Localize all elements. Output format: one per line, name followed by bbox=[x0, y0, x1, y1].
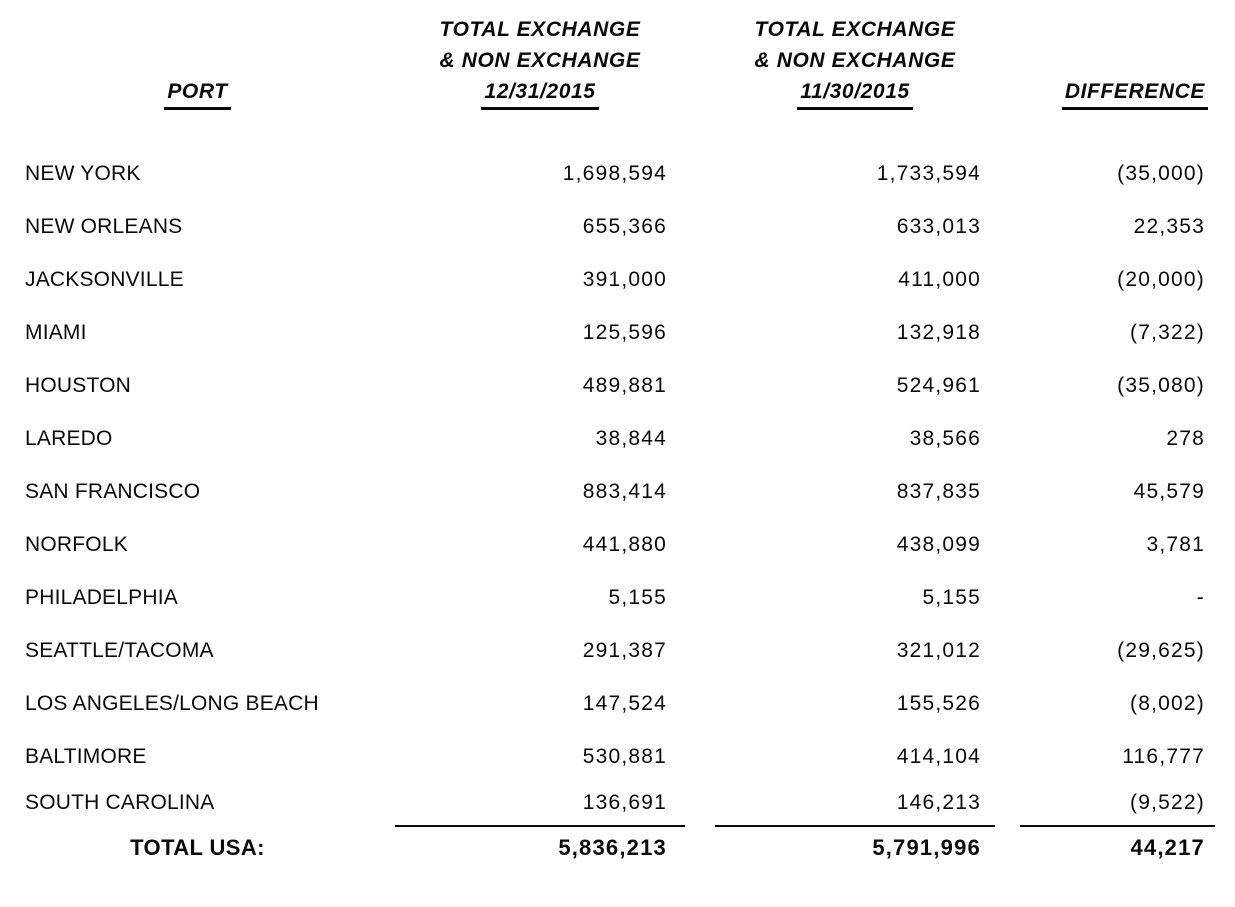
port-column-header: PORT bbox=[0, 14, 395, 110]
table-row: LOS ANGELES/LONG BEACH 147,524 155,526 (… bbox=[0, 677, 1235, 730]
port-name: SOUTH CAROLINA bbox=[25, 791, 215, 814]
total-row: TOTAL USA: 5,836,213 5,791,996 44,217 bbox=[0, 827, 1235, 869]
total-dec-value: 5,836,213 bbox=[558, 835, 667, 860]
dec-value: 38,844 bbox=[595, 427, 667, 450]
dec-header-line1: TOTAL EXCHANGE bbox=[439, 18, 641, 41]
difference-value: (8,002) bbox=[1130, 692, 1205, 715]
table-row: JACKSONVILLE 391,000 411,000 (20,000) bbox=[0, 253, 1235, 306]
nov-header-line1: TOTAL EXCHANGE bbox=[754, 18, 956, 41]
port-name: SAN FRANCISCO bbox=[25, 480, 201, 503]
port-name: SEATTLE/TACOMA bbox=[25, 639, 214, 662]
port-name: LOS ANGELES/LONG BEACH bbox=[25, 692, 319, 715]
dec-value: 441,880 bbox=[582, 533, 667, 556]
port-name: PHILADELPHIA bbox=[25, 586, 178, 609]
difference-value: 116,777 bbox=[1122, 745, 1205, 768]
dec-value: 5,155 bbox=[608, 586, 667, 609]
difference-value: 45,579 bbox=[1133, 480, 1205, 503]
table-row: NEW ORLEANS 655,366 633,013 22,353 bbox=[0, 200, 1235, 253]
difference-value: (9,522) bbox=[1020, 783, 1215, 827]
nov-value: 132,918 bbox=[896, 321, 981, 344]
port-header-label: PORT bbox=[164, 79, 231, 110]
nov-value: 155,526 bbox=[896, 692, 981, 715]
nov-value: 5,155 bbox=[922, 586, 981, 609]
dec-value: 291,387 bbox=[582, 639, 667, 662]
nov-value: 1,733,594 bbox=[876, 162, 981, 185]
port-name: NORFOLK bbox=[25, 533, 128, 556]
dec-value: 147,524 bbox=[582, 692, 667, 715]
dec-value: 125,596 bbox=[582, 321, 667, 344]
difference-value: (7,322) bbox=[1130, 321, 1205, 344]
table-row: SEATTLE/TACOMA 291,387 321,012 (29,625) bbox=[0, 624, 1235, 677]
table-row: BALTIMORE 530,881 414,104 116,777 bbox=[0, 730, 1235, 783]
table-row: NORFOLK 441,880 438,099 3,781 bbox=[0, 518, 1235, 571]
dec-value: 489,881 bbox=[582, 374, 667, 397]
difference-value: (29,625) bbox=[1117, 639, 1205, 662]
header-spacer bbox=[995, 14, 1020, 110]
nov-value: 321,012 bbox=[896, 639, 981, 662]
header-spacer bbox=[685, 14, 715, 110]
nov-value: 438,099 bbox=[896, 533, 981, 556]
dec-value: 655,366 bbox=[582, 215, 667, 238]
nov-value: 633,013 bbox=[896, 215, 981, 238]
nov-value: 414,104 bbox=[896, 745, 981, 768]
difference-column-header: DIFFERENCE bbox=[1020, 14, 1215, 110]
difference-value: 22,353 bbox=[1133, 215, 1205, 238]
difference-value: - bbox=[1196, 586, 1205, 609]
table-row-last: SOUTH CAROLINA 136,691 146,213 (9,522) bbox=[0, 783, 1235, 827]
difference-value: (20,000) bbox=[1117, 268, 1205, 291]
nov-value: 524,961 bbox=[896, 374, 981, 397]
port-name: NEW ORLEANS bbox=[25, 215, 183, 238]
total-label: TOTAL USA: bbox=[130, 835, 265, 860]
total-nov-value: 5,791,996 bbox=[872, 835, 981, 860]
port-name: BALTIMORE bbox=[25, 745, 147, 768]
total-difference-value: 44,217 bbox=[1130, 835, 1205, 860]
nov-value: 411,000 bbox=[898, 268, 981, 291]
dec-value: 136,691 bbox=[395, 783, 685, 827]
dec-value: 883,414 bbox=[582, 480, 667, 503]
table-body: NEW YORK 1,698,594 1,733,594 (35,000) NE… bbox=[0, 147, 1235, 827]
difference-header-label: DIFFERENCE bbox=[1061, 79, 1208, 110]
port-name: MIAMI bbox=[25, 321, 87, 344]
table-row: NEW YORK 1,698,594 1,733,594 (35,000) bbox=[0, 147, 1235, 200]
table-row: LAREDO 38,844 38,566 278 bbox=[0, 412, 1235, 465]
difference-value: (35,000) bbox=[1117, 162, 1205, 185]
dec-header-line2: & NON EXCHANGE bbox=[439, 49, 641, 72]
nov-column-header: TOTAL EXCHANGE & NON EXCHANGE 11/30/2015 bbox=[715, 14, 995, 110]
table-header-row: PORT TOTAL EXCHANGE & NON EXCHANGE 12/31… bbox=[0, 0, 1235, 110]
port-name: JACKSONVILLE bbox=[25, 268, 184, 291]
difference-value: (35,080) bbox=[1117, 374, 1205, 397]
dec-value: 1,698,594 bbox=[562, 162, 667, 185]
table-row: SAN FRANCISCO 883,414 837,835 45,579 bbox=[0, 465, 1235, 518]
dec-value: 530,881 bbox=[582, 745, 667, 768]
table-row: PHILADELPHIA 5,155 5,155 - bbox=[0, 571, 1235, 624]
port-name: LAREDO bbox=[25, 427, 113, 450]
port-name: NEW YORK bbox=[25, 162, 141, 185]
difference-value: 278 bbox=[1166, 427, 1205, 450]
table-row: MIAMI 125,596 132,918 (7,322) bbox=[0, 306, 1235, 359]
port-name: HOUSTON bbox=[25, 374, 132, 397]
table-row: HOUSTON 489,881 524,961 (35,080) bbox=[0, 359, 1235, 412]
nov-header-date: 11/30/2015 bbox=[797, 79, 913, 110]
nov-header-line2: & NON EXCHANGE bbox=[754, 49, 956, 72]
dec-column-header: TOTAL EXCHANGE & NON EXCHANGE 12/31/2015 bbox=[395, 14, 685, 110]
nov-value: 38,566 bbox=[909, 427, 981, 450]
nov-value: 837,835 bbox=[896, 480, 981, 503]
nov-value: 146,213 bbox=[715, 783, 995, 827]
dec-value: 391,000 bbox=[582, 268, 667, 291]
difference-value: 3,781 bbox=[1146, 533, 1205, 556]
dec-header-date: 12/31/2015 bbox=[481, 79, 599, 110]
